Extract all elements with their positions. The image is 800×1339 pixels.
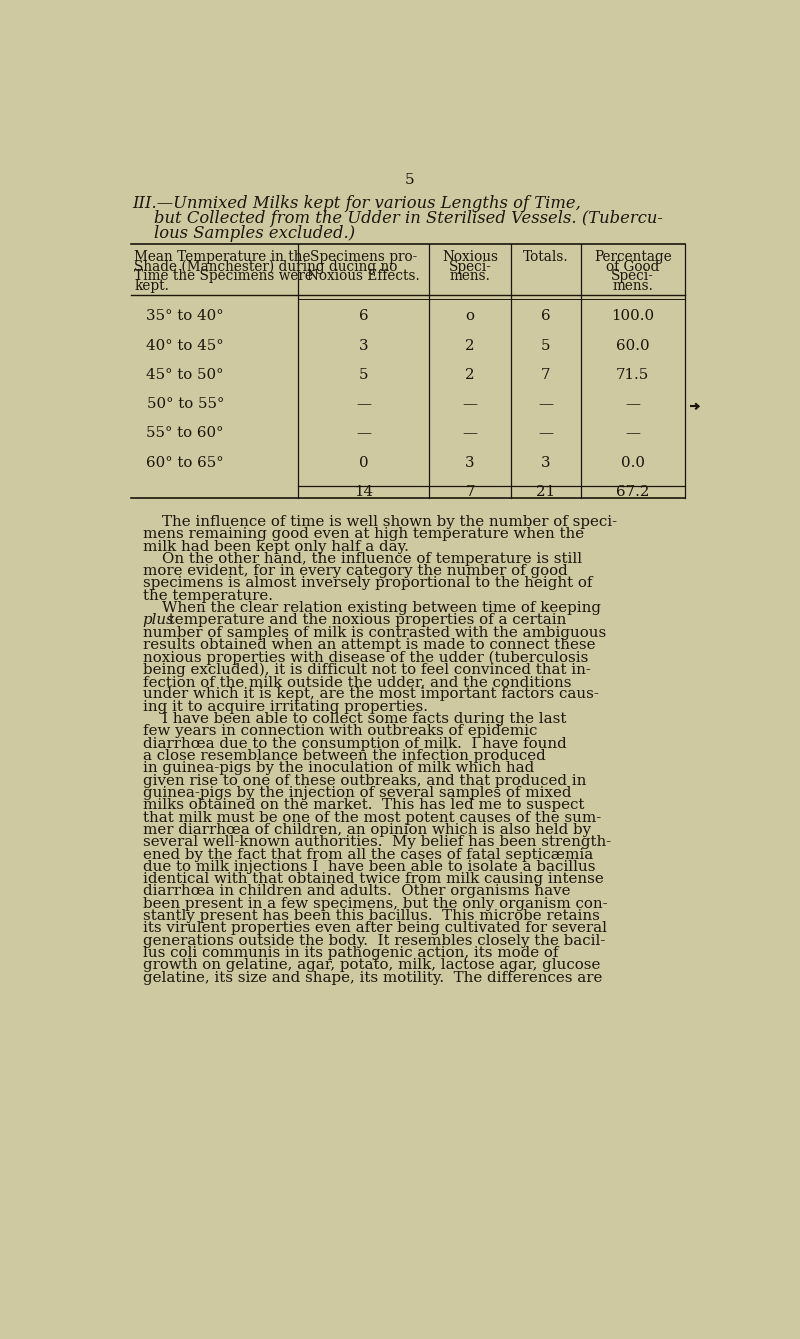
Text: o: o [466,309,474,323]
Text: stantly present has been this bacillus.  This microbe retains: stantly present has been this bacillus. … [142,909,599,923]
Text: mer diarrhœa of children, an opinion which is also held by: mer diarrhœa of children, an opinion whi… [142,823,590,837]
Text: diarrhœa due to the consumption of milk.  I have found: diarrhœa due to the consumption of milk.… [142,736,566,751]
Text: in guinea-pigs by the inoculation of milk which had: in guinea-pigs by the inoculation of mil… [142,762,534,775]
Text: noxious properties with disease of the udder (tuberculosis: noxious properties with disease of the u… [142,651,588,664]
Text: temperature and the noxious properties of a certain: temperature and the noxious properties o… [163,613,566,628]
Text: due to milk injections I  have been able to isolate a bacillus: due to milk injections I have been able … [142,860,595,874]
Text: Time the Specimens were: Time the Specimens were [134,269,313,284]
Text: more evident, for in every category the number of good: more evident, for in every category the … [142,564,567,578]
Text: but Collected from the Udder in Sterilised Vessels. (Tubercu-: but Collected from the Udder in Sterilis… [133,210,662,226]
Text: gelatine, its size and shape, its motility.  The differences are: gelatine, its size and shape, its motili… [142,971,602,984]
Text: kept.: kept. [134,279,169,293]
Text: 50° to 55°: 50° to 55° [146,398,224,411]
Text: generations outside the body.  It resembles closely the bacil-: generations outside the body. It resembl… [142,933,605,948]
Text: milks obtained on the market.  This has led me to suspect: milks obtained on the market. This has l… [142,798,584,813]
Text: 6: 6 [358,309,368,323]
Text: Specimens pro-: Specimens pro- [310,250,417,264]
Text: 7: 7 [541,368,550,382]
Text: 60° to 65°: 60° to 65° [146,455,224,470]
Text: III.—Unmixed Milks kept for various Lengths of Time,: III.—Unmixed Milks kept for various Leng… [133,195,582,213]
Text: —: — [356,398,371,411]
Text: milk had been kept only half a day.: milk had been kept only half a day. [142,540,409,553]
Text: Percentage: Percentage [594,250,672,264]
Text: 35° to 40°: 35° to 40° [146,309,224,323]
Text: being excluded), it is difficult not to feel convinced that in-: being excluded), it is difficult not to … [142,663,590,678]
Text: mens.: mens. [450,269,490,284]
Text: ened by the fact that from all the cases of fatal septicæmia: ened by the fact that from all the cases… [142,848,593,861]
Text: 3: 3 [466,455,475,470]
Text: specimens is almost inversely proportional to the height of: specimens is almost inversely proportion… [142,577,592,590]
Text: —: — [462,398,478,411]
Text: Noxious Effects.: Noxious Effects. [307,269,420,284]
Text: mens.: mens. [612,279,654,293]
Text: 40° to 45°: 40° to 45° [146,339,224,352]
Text: Noxious: Noxious [442,250,498,264]
Text: lus coli communis in its pathogenic action, its mode of: lus coli communis in its pathogenic acti… [142,947,558,960]
Text: its virulent properties even after being cultivated for several: its virulent properties even after being… [142,921,606,936]
Text: 100.0: 100.0 [611,309,654,323]
Text: I have been able to collect some facts during the last: I have been able to collect some facts d… [142,712,566,726]
Text: lous Samples excluded.): lous Samples excluded.) [133,225,354,241]
Text: growth on gelatine, agar, potato, milk, lactose agar, glucose: growth on gelatine, agar, potato, milk, … [142,959,600,972]
Text: given rise to one of these outbreaks, and that produced in: given rise to one of these outbreaks, an… [142,774,586,787]
Text: ing it to acquire irritating properties.: ing it to acquire irritating properties. [142,700,428,714]
Text: 2: 2 [466,368,475,382]
Text: 5: 5 [541,339,550,352]
Text: fection of the milk outside the udder, and the conditions: fection of the milk outside the udder, a… [142,675,571,690]
Text: On the other hand, the influence of temperature is still: On the other hand, the influence of temp… [142,552,582,566]
Text: 6: 6 [541,309,550,323]
Text: guinea-pigs by the injection of several samples of mixed: guinea-pigs by the injection of several … [142,786,571,799]
Text: few years in connection with outbreaks of epidemic: few years in connection with outbreaks o… [142,724,537,738]
Text: 0: 0 [358,455,368,470]
Text: been present in a few specimens, but the only organism con-: been present in a few specimens, but the… [142,897,607,911]
Text: 5: 5 [358,368,368,382]
Text: 60.0: 60.0 [616,339,650,352]
Text: 71.5: 71.5 [616,368,650,382]
Text: mens remaining good even at high temperature when the: mens remaining good even at high tempera… [142,528,584,541]
Text: Mean Temperature in the: Mean Temperature in the [134,250,310,264]
Text: 3: 3 [358,339,368,352]
Text: 0.0: 0.0 [621,455,645,470]
Text: Speci-: Speci- [611,269,654,284]
Text: When the clear relation existing between time of keeping: When the clear relation existing between… [142,601,601,615]
Text: Shade (Manchester) during: Shade (Manchester) during [134,260,325,274]
Text: diarrhœa in children and adults.  Other organisms have: diarrhœa in children and adults. Other o… [142,885,570,898]
Text: results obtained when an attempt is made to connect these: results obtained when an attempt is made… [142,639,595,652]
Text: —: — [462,426,478,441]
Text: under which it is kept, are the most important factors caus-: under which it is kept, are the most imp… [142,687,598,702]
Text: 21: 21 [536,485,555,499]
Text: —: — [626,426,640,441]
Text: The influence of time is well shown by the number of speci-: The influence of time is well shown by t… [142,516,617,529]
Text: a close resemblance between the infection produced: a close resemblance between the infectio… [142,749,546,763]
Text: 7: 7 [466,485,475,499]
Text: 67.2: 67.2 [616,485,650,499]
Text: Speci-: Speci- [449,260,491,273]
Text: —: — [626,398,640,411]
Text: 55° to 60°: 55° to 60° [146,426,224,441]
Text: Totals.: Totals. [523,250,569,264]
Text: 3: 3 [541,455,550,470]
Text: number of samples of milk is contrasted with the ambiguous: number of samples of milk is contrasted … [142,625,606,640]
Text: of Good: of Good [606,260,659,273]
Text: 5: 5 [405,173,415,187]
Text: —: — [538,398,553,411]
Text: 45° to 50°: 45° to 50° [146,368,224,382]
Text: 2: 2 [466,339,475,352]
Text: plus: plus [142,613,174,628]
Text: 14: 14 [354,485,373,499]
Text: that milk must be one of the most potent causes of the sum-: that milk must be one of the most potent… [142,810,601,825]
Text: the temperature.: the temperature. [142,589,273,603]
Text: ducing no: ducing no [330,260,398,273]
Text: several well-known authorities.  My belief has been strength-: several well-known authorities. My belie… [142,836,611,849]
Text: —: — [538,426,553,441]
Text: identical with that obtained twice from milk causing intense: identical with that obtained twice from … [142,872,603,886]
Text: —: — [356,426,371,441]
